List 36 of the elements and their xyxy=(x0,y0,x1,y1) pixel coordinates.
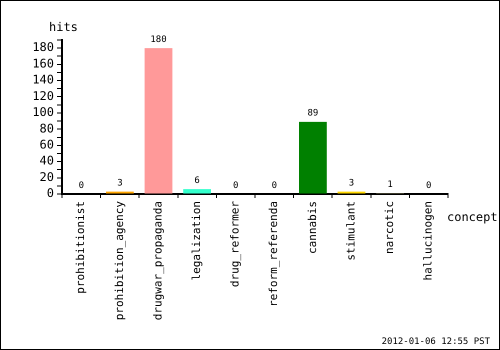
data-label: 0 xyxy=(78,180,84,191)
data-label: 3 xyxy=(348,178,354,188)
x-tick-label: drugwar_propaganda xyxy=(151,201,164,320)
y-tick-label: 60 xyxy=(40,137,54,152)
bar xyxy=(144,48,172,194)
data-label: 6 xyxy=(194,176,200,186)
x-tick-label: prohibition_agency xyxy=(112,200,126,320)
data-label: 0 xyxy=(272,180,278,191)
y-tick-label: 160 xyxy=(32,56,54,70)
y-tick-label: 20 xyxy=(40,170,54,184)
x-tick-label: narcotic xyxy=(382,201,396,254)
data-label: 0 xyxy=(232,180,238,191)
x-tick-label: legalization xyxy=(190,201,203,280)
x-tick-label: hallucinogen xyxy=(422,201,435,280)
bar xyxy=(183,189,211,194)
data-label: 1 xyxy=(387,180,393,190)
data-label: 0 xyxy=(426,180,432,191)
y-tick-label: 120 xyxy=(32,88,54,103)
y-axis-title: hits xyxy=(49,20,78,34)
x-tick-label: reform_referenda xyxy=(267,201,280,307)
y-tick-label: 180 xyxy=(32,40,54,54)
x-tick-label: stimulant xyxy=(344,201,358,261)
data-label: 180 xyxy=(150,34,167,45)
data-label: 3 xyxy=(117,178,123,188)
y-tick-label: 80 xyxy=(40,121,54,136)
y-tick-label: 140 xyxy=(32,72,54,87)
y-tick-label: 0 xyxy=(46,186,54,200)
x-axis-title: concept xyxy=(447,210,498,224)
x-tick-label: drug_reformer xyxy=(228,200,242,288)
data-label: 89 xyxy=(307,108,318,119)
y-tick-label: 100 xyxy=(32,105,54,120)
text: 2012-01-06 12:55 PST xyxy=(382,337,490,347)
x-tick-label: cannabis xyxy=(306,201,319,254)
bar xyxy=(299,122,327,194)
x-tick-label: prohibitionist xyxy=(74,201,88,294)
y-tick-label: 40 xyxy=(40,154,54,168)
